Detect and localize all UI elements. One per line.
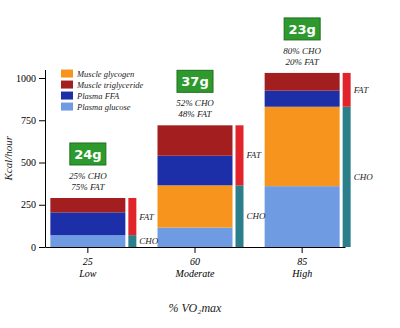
- y-tick-mark: [39, 247, 45, 248]
- y-axis-line: [45, 70, 46, 247]
- y-tick: 0: [31, 242, 45, 253]
- y-tick: 1000: [16, 73, 45, 84]
- cho-side-bar: [343, 107, 351, 247]
- bar-segment: [158, 125, 233, 155]
- x-axis-title: % VO₂max: [169, 301, 222, 315]
- y-tick-mark: [39, 78, 45, 79]
- x-tick-label: 85High: [291, 256, 312, 279]
- x-tick-mark: [87, 247, 88, 253]
- bar-segment: [50, 212, 125, 235]
- x-tick-mark: [302, 247, 303, 253]
- split-label: 75% FAT: [71, 182, 105, 192]
- side-label: FAT: [138, 212, 155, 222]
- fat-side-bar: [236, 125, 244, 185]
- split-label: 52% CHO: [176, 98, 214, 108]
- badge: [284, 18, 320, 40]
- y-tick: 500: [21, 157, 45, 168]
- bar-segment: [158, 185, 233, 227]
- y-tick: 750: [21, 115, 45, 126]
- bar-segment: [50, 198, 125, 212]
- y-tick-label: 1000: [16, 73, 36, 84]
- fat-side-bar: [128, 198, 136, 235]
- side-label: FAT: [353, 85, 370, 95]
- badge-label: 24g: [74, 147, 101, 162]
- bar-segment: [158, 228, 233, 247]
- split-label: 25% CHO: [69, 171, 107, 181]
- x-axis: 25Low 60Moderate 85High: [46, 247, 346, 279]
- bar-segment: [265, 73, 340, 91]
- x-tick-line: 60: [190, 256, 200, 267]
- y-axis: 0 250 500 750 1000: [16, 70, 46, 253]
- bar-segment: [158, 156, 233, 186]
- legend: Muscle glycogenMuscle triglyceridePlasma…: [61, 69, 144, 112]
- x-tick-line: 25: [83, 256, 93, 267]
- legend-label: Muscle glycogen: [76, 69, 134, 79]
- y-tick: 250: [21, 199, 45, 210]
- side-label: CHO: [247, 211, 267, 221]
- y-tick-label: 0: [31, 242, 36, 253]
- legend-swatch: [61, 70, 73, 78]
- y-tick-label: 500: [21, 157, 36, 168]
- bar-segment: [265, 107, 340, 186]
- fat-side-bar: [343, 73, 351, 107]
- x-tick: 60Moderate: [175, 247, 215, 279]
- x-tick-mark: [195, 247, 196, 253]
- x-tick-line: 85: [297, 256, 307, 267]
- side-label: CHO: [139, 236, 159, 246]
- chart: FAT CHO 25% CHO75% FAT 24g FAT CHO 52% CHO48% …: [0, 0, 400, 328]
- y-tick-mark: [39, 163, 45, 164]
- x-tick: 85High: [291, 247, 312, 279]
- y-tick-label: 250: [21, 199, 36, 210]
- y-tick-label: 750: [21, 115, 36, 126]
- y-tick-mark: [39, 120, 45, 121]
- y-tick-mark: [39, 205, 45, 206]
- legend-entry: Muscle triglyceride: [61, 80, 144, 90]
- x-tick-line: High: [291, 268, 312, 279]
- split-label: 20% FAT: [286, 57, 320, 67]
- badge: [177, 70, 213, 92]
- side-label: FAT: [246, 150, 263, 160]
- x-tick-line: Moderate: [175, 268, 215, 279]
- x-tick-label: 25Low: [78, 256, 97, 279]
- bar-segment: [50, 235, 125, 247]
- cho-side-bar: [128, 235, 136, 247]
- legend-swatch: [61, 81, 73, 89]
- side-label: CHO: [354, 172, 374, 182]
- bar-segment: [265, 91, 340, 107]
- legend-swatch: [61, 92, 73, 100]
- badge: [70, 143, 106, 165]
- x-tick-line: Low: [78, 268, 97, 279]
- x-tick-label: 60Moderate: [175, 256, 215, 279]
- x-tick: 25Low: [78, 247, 97, 279]
- badge-label: 37g: [181, 74, 208, 89]
- split-label: 80% CHO: [283, 46, 321, 56]
- split-label: 48% FAT: [178, 109, 212, 119]
- legend-swatch: [61, 103, 73, 111]
- bar-segment: [265, 186, 340, 247]
- legend-label: Muscle triglyceride: [76, 80, 144, 90]
- y-axis-title: Kcal/hour: [2, 135, 14, 181]
- legend-entry: Plasma FFA: [61, 91, 120, 101]
- legend-entry: Plasma glucose: [61, 102, 131, 112]
- legend-label: Plasma FFA: [76, 91, 120, 101]
- legend-entry: Muscle glycogen: [61, 69, 134, 79]
- cho-side-bar: [236, 185, 244, 247]
- plot-area: [50, 73, 350, 247]
- legend-label: Plasma glucose: [76, 102, 131, 112]
- badge-label: 23g: [288, 22, 315, 37]
